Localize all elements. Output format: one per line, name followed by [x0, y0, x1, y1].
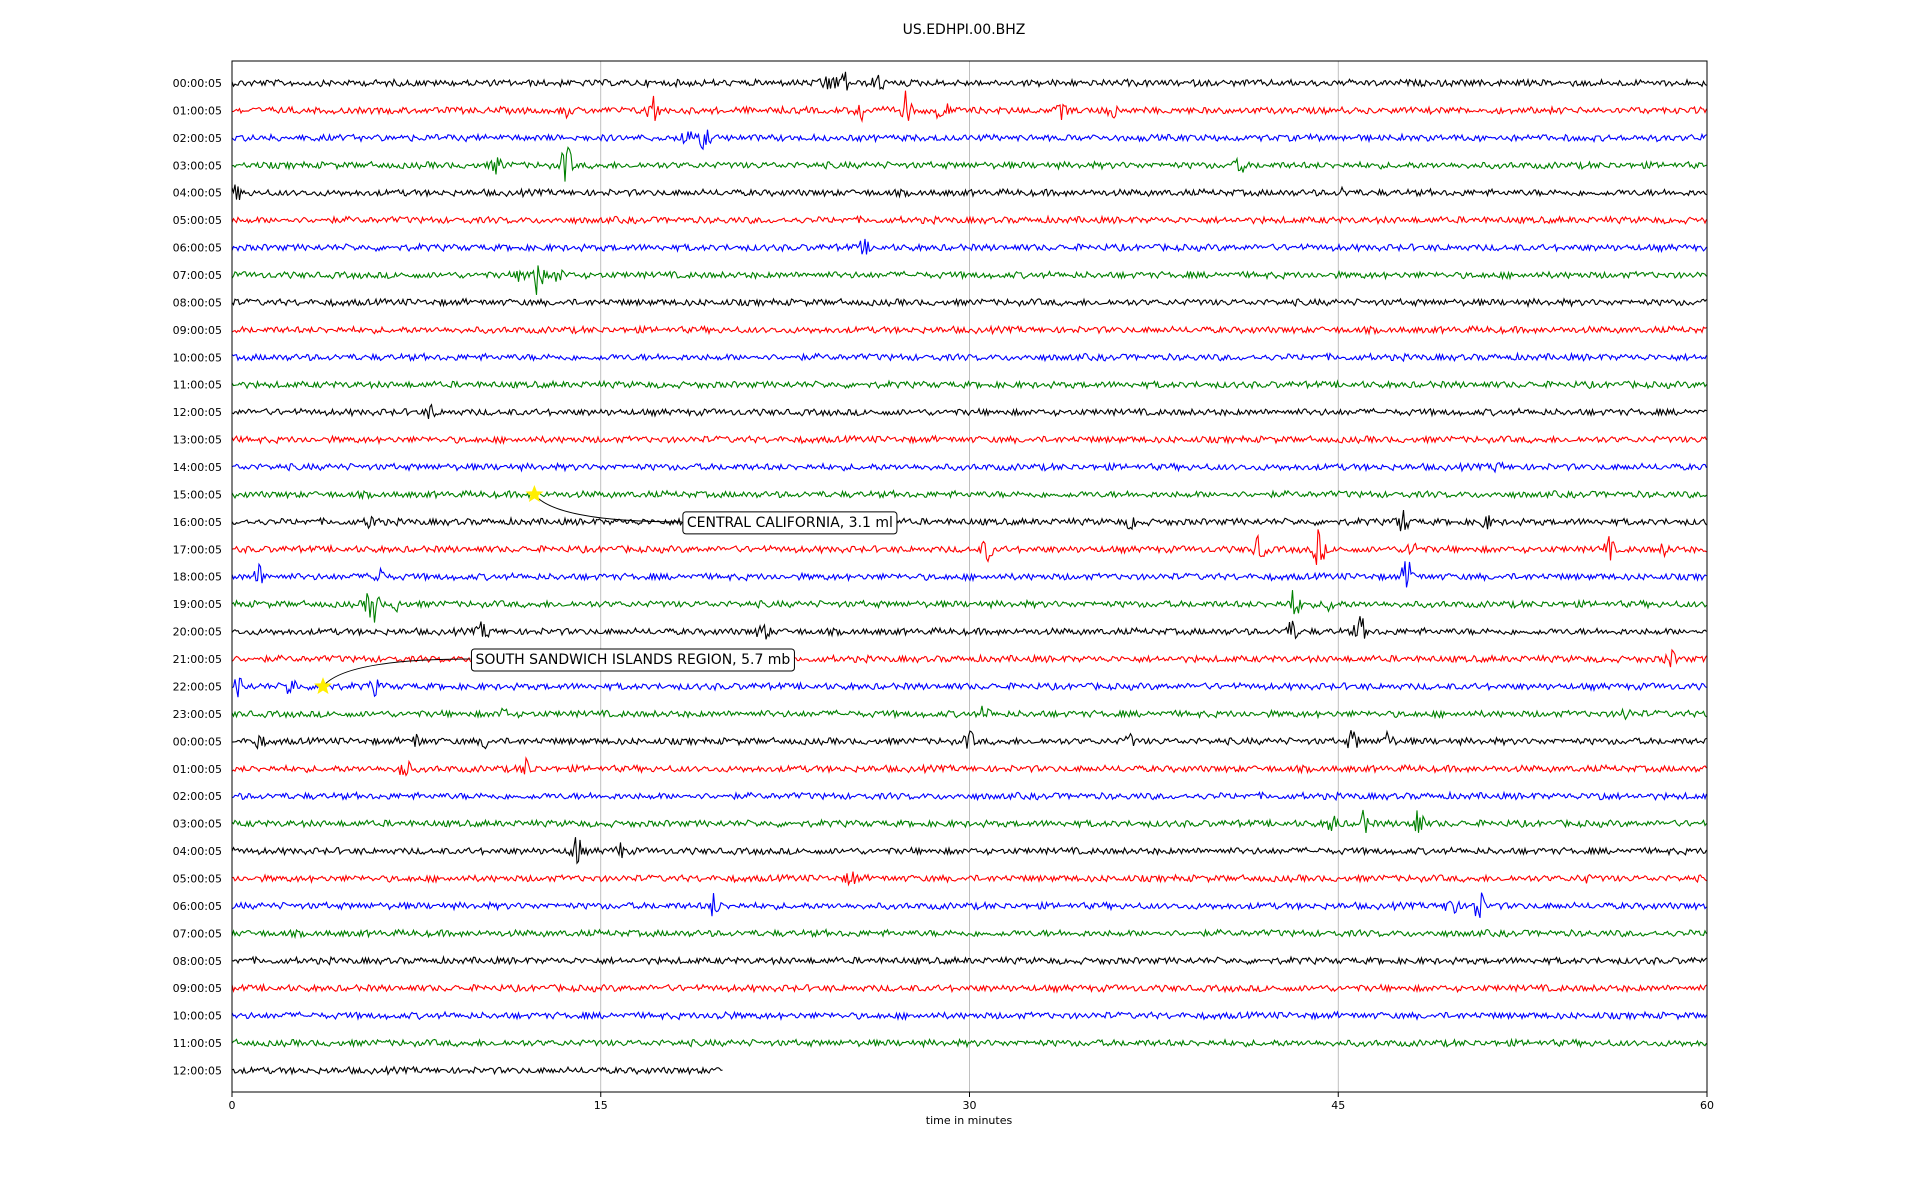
row-time-label: 03:00:05 — [173, 818, 222, 831]
trace-line — [231, 616, 1707, 640]
row-time-label: 09:00:05 — [173, 982, 222, 995]
trace-line — [231, 928, 1707, 940]
row-time-label: 03:00:05 — [173, 159, 222, 172]
row-time-label: 09:00:05 — [173, 324, 222, 337]
trace-line — [231, 146, 1707, 182]
annotation-label: SOUTH SANDWICH ISLANDS REGION, 5.7 mb — [475, 652, 790, 668]
row-time-label: 23:00:05 — [173, 708, 222, 721]
trace-line — [231, 729, 1707, 750]
annotation-box — [470, 648, 795, 672]
row-time-label: 01:00:05 — [173, 104, 222, 117]
trace-line — [231, 489, 1707, 501]
trace-line — [231, 379, 1707, 391]
event-annotations: CENTRAL CALIFORNIA, 3.1 ml SOUTH SANDWICH… — [313, 484, 898, 695]
row-time-label: 06:00:05 — [173, 900, 222, 913]
row-time-label: 16:00:05 — [173, 516, 222, 529]
row-time-label: 21:00:05 — [173, 653, 222, 666]
row-time-label: 07:00:05 — [173, 927, 222, 940]
x-tick-label: 45 — [1331, 1099, 1345, 1112]
row-time-label: 22:00:05 — [173, 680, 222, 693]
row-time-label: 10:00:05 — [173, 351, 222, 364]
trace-line — [231, 238, 1707, 255]
trace-line — [231, 756, 1707, 777]
trace-line — [231, 677, 1707, 698]
row-time-label: 12:00:05 — [173, 406, 222, 419]
trace-line — [231, 590, 1707, 623]
trace-line — [231, 129, 1707, 151]
row-time-label: 00:00:05 — [173, 77, 222, 90]
trace-line — [231, 71, 1707, 91]
x-tick-label: 15 — [594, 1099, 608, 1112]
row-time-label: 20:00:05 — [173, 626, 222, 639]
event-star-icon — [525, 484, 544, 503]
trace-line — [231, 1037, 1707, 1049]
row-time-label: 11:00:05 — [173, 379, 222, 392]
annotation-connector — [322, 658, 471, 687]
row-time-label: 08:00:05 — [173, 955, 222, 968]
chart-title: US.EDHPI.00.BHZ — [903, 22, 1026, 38]
row-time-label: 07:00:05 — [173, 269, 222, 282]
row-time-label: 04:00:05 — [173, 845, 222, 858]
row-time-label: 15:00:05 — [173, 488, 222, 501]
row-time-labels: 00:00:05 01:00:05 02:00:05 03:00:05 04:00:05… — [173, 77, 222, 1077]
x-tick-label: 0 — [229, 1099, 236, 1112]
row-time-label: 06:00:05 — [173, 242, 222, 255]
x-axis-ticks: 0 15 30 45 60 — [229, 1092, 1714, 1112]
trace-line — [231, 460, 1708, 474]
x-axis-label: time in minutes — [926, 1114, 1013, 1127]
row-time-label: 10:00:05 — [173, 1010, 222, 1023]
row-time-label: 12:00:05 — [173, 1064, 222, 1077]
annotation-connector — [533, 494, 682, 523]
trace-line — [231, 982, 1707, 994]
row-time-label: 02:00:05 — [173, 790, 222, 803]
row-time-label: 14:00:05 — [173, 461, 222, 474]
row-time-label: 13:00:05 — [173, 434, 222, 447]
trace-line — [231, 1010, 1707, 1022]
trace-line — [231, 214, 1708, 226]
trace-line — [231, 809, 1707, 833]
row-time-label: 02:00:05 — [173, 132, 222, 145]
trace-line — [231, 351, 1707, 363]
trace-line — [231, 871, 1707, 887]
trace-line — [231, 837, 1707, 865]
event-star-icon — [313, 677, 332, 695]
row-time-label: 00:00:05 — [173, 735, 222, 748]
trace-line — [231, 954, 1707, 967]
trace-line — [231, 184, 1707, 200]
row-time-label: 19:00:05 — [173, 598, 222, 611]
row-time-label: 05:00:05 — [173, 214, 222, 227]
trace-line — [231, 434, 1707, 446]
row-time-label: 17:00:05 — [173, 543, 222, 556]
event-annotation: SOUTH SANDWICH ISLANDS REGION, 5.7 mb — [313, 648, 795, 695]
row-time-label: 08:00:05 — [173, 296, 222, 309]
row-time-label: 11:00:05 — [173, 1037, 222, 1050]
trace-line — [231, 297, 1707, 309]
row-time-label: 18:00:05 — [173, 571, 222, 584]
x-tick-label: 30 — [963, 1099, 977, 1112]
trace-line — [231, 403, 1707, 420]
trace-line — [231, 1065, 723, 1076]
annotation-box — [682, 511, 898, 535]
trace-line — [231, 90, 1708, 123]
trace-line — [231, 892, 1707, 919]
trace-lines — [231, 71, 1708, 1076]
trace-line — [231, 324, 1707, 336]
trace-line — [231, 561, 1707, 588]
annotation-label: CENTRAL CALIFORNIA, 3.1 ml — [687, 515, 893, 531]
trace-line — [231, 529, 1707, 565]
trace-line — [231, 705, 1707, 721]
trace-line — [231, 510, 1707, 532]
trace-line — [231, 265, 1707, 295]
x-tick-label: 60 — [1700, 1099, 1714, 1112]
row-time-label: 05:00:05 — [173, 872, 222, 885]
event-annotation: CENTRAL CALIFORNIA, 3.1 ml — [525, 484, 898, 535]
row-time-label: 01:00:05 — [173, 763, 222, 776]
row-time-label: 04:00:05 — [173, 187, 222, 200]
trace-line — [231, 790, 1708, 802]
